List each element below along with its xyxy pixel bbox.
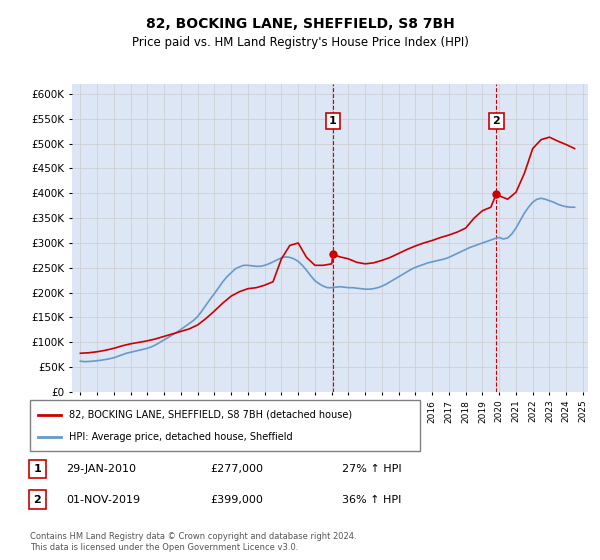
Text: 1: 1 <box>329 116 337 126</box>
Text: 01-NOV-2019: 01-NOV-2019 <box>66 495 140 505</box>
FancyBboxPatch shape <box>30 400 420 451</box>
Text: 29-JAN-2010: 29-JAN-2010 <box>66 464 136 474</box>
Text: Price paid vs. HM Land Registry's House Price Index (HPI): Price paid vs. HM Land Registry's House … <box>131 36 469 49</box>
Text: 36% ↑ HPI: 36% ↑ HPI <box>342 495 401 505</box>
Text: £399,000: £399,000 <box>210 495 263 505</box>
Text: 82, BOCKING LANE, SHEFFIELD, S8 7BH (detached house): 82, BOCKING LANE, SHEFFIELD, S8 7BH (det… <box>69 409 352 419</box>
Text: £277,000: £277,000 <box>210 464 263 474</box>
Text: 2: 2 <box>34 495 41 505</box>
Text: HPI: Average price, detached house, Sheffield: HPI: Average price, detached house, Shef… <box>69 432 293 442</box>
Text: 27% ↑ HPI: 27% ↑ HPI <box>342 464 401 474</box>
Text: 1: 1 <box>34 464 41 474</box>
Text: Contains HM Land Registry data © Crown copyright and database right 2024.
This d: Contains HM Land Registry data © Crown c… <box>30 532 356 552</box>
Text: 2: 2 <box>493 116 500 126</box>
Text: 82, BOCKING LANE, SHEFFIELD, S8 7BH: 82, BOCKING LANE, SHEFFIELD, S8 7BH <box>146 17 454 31</box>
